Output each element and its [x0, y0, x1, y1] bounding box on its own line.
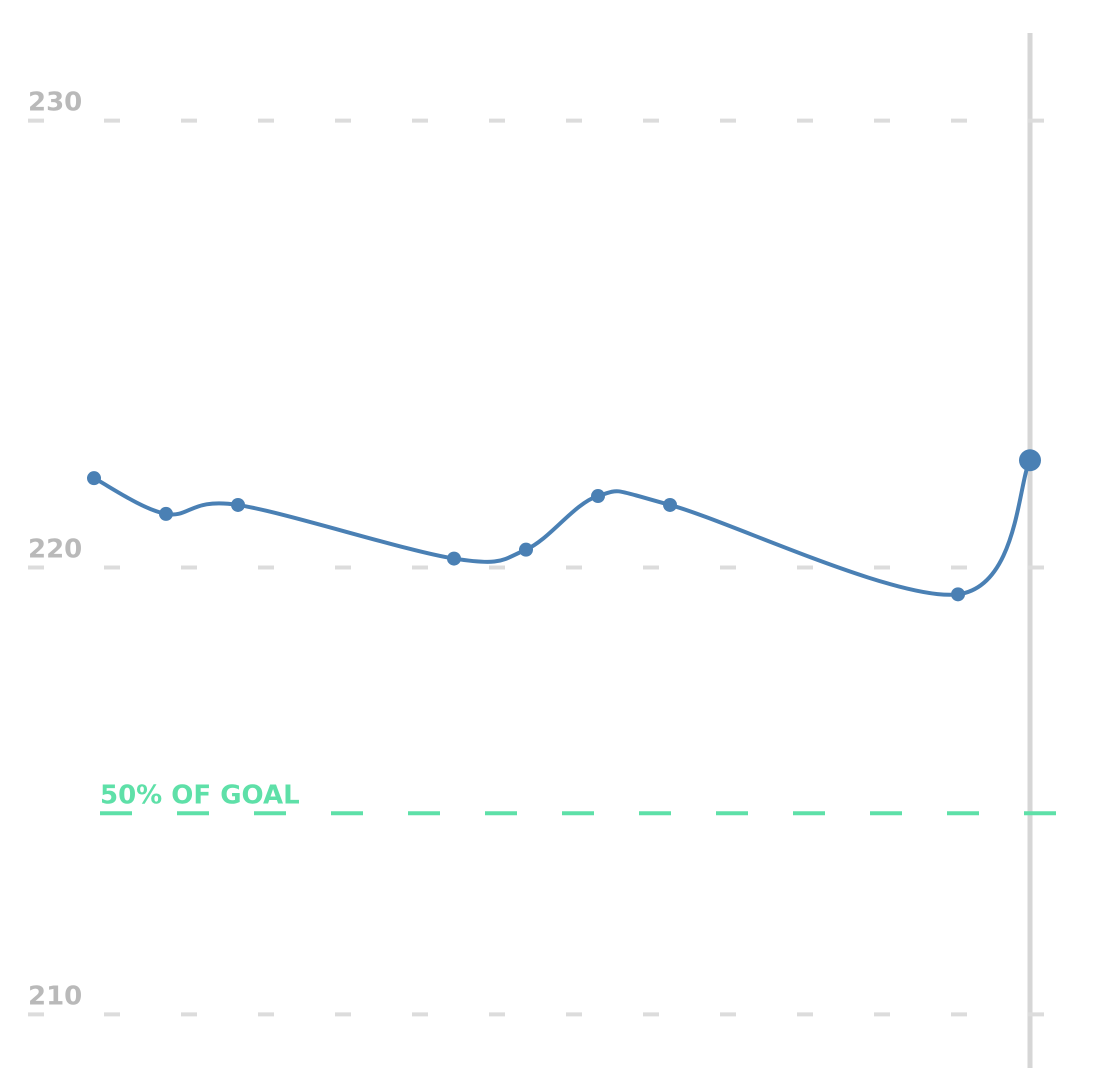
point — [231, 497, 245, 512]
goal-label: 50% OF GOAL — [100, 780, 300, 810]
point — [519, 542, 533, 557]
line — [93, 459, 1032, 597]
point — [591, 489, 605, 504]
point — [159, 506, 173, 521]
y-tick-label: 210 — [28, 981, 82, 1011]
y-tick-label: 220 — [28, 535, 82, 565]
point — [663, 497, 677, 512]
point — [951, 587, 965, 602]
point — [447, 551, 461, 566]
point — [1019, 449, 1041, 472]
y-tick-label: 230 — [28, 88, 82, 118]
point — [87, 471, 101, 486]
